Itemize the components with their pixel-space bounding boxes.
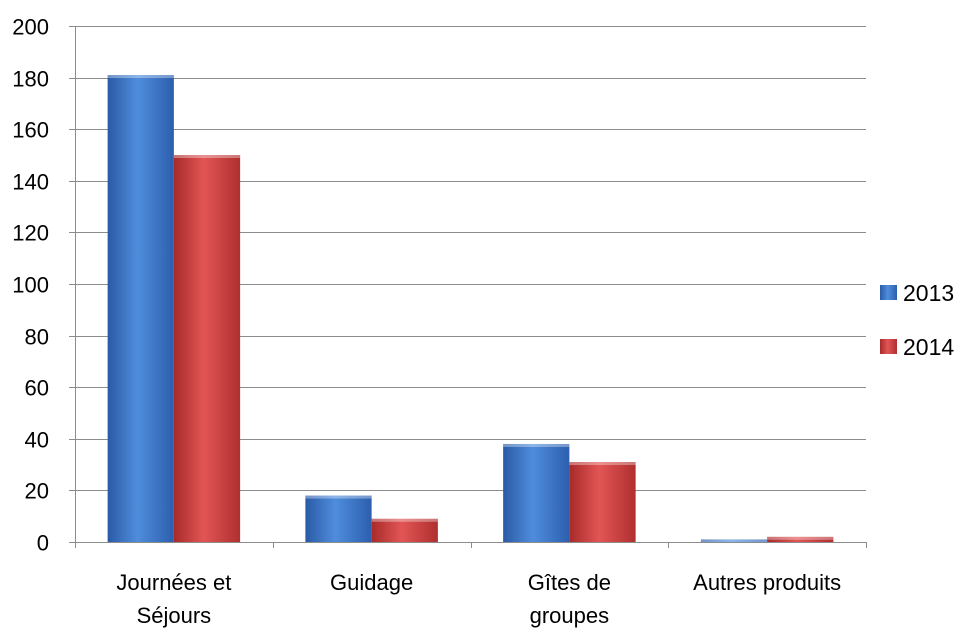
y-tick-label: 20 [25,479,49,504]
category-label-line: Séjours [137,603,212,628]
category-label-line: Journées et [116,570,231,595]
bar-body [371,518,438,542]
bar-body [107,75,174,543]
bar-2014-1 [371,518,438,542]
bar-2014-0 [173,155,241,542]
bar-bevel [700,539,768,542]
category-label-line: Guidage [330,570,413,595]
category-label-line: groupes [530,603,610,628]
bar-body [173,155,241,542]
y-tick-label: 200 [12,15,49,40]
bar-2013-3 [700,539,768,542]
category-labels: Journées et Séjours Guidage Gîtes de groupes… [116,570,841,628]
y-tick-label: 160 [12,118,49,143]
category-label: Autres produits [693,570,841,595]
bar-bevel [503,443,570,447]
bar-body [305,495,372,542]
category-label: Guidage [330,570,413,595]
y-tick-label: 60 [25,376,49,401]
bar-body [767,536,834,542]
bar-bevel [107,75,174,79]
y-tick-label: 100 [12,273,49,298]
bars [107,75,834,543]
y-tick-labels: 0 20 40 60 80 100 120 140 160 180 200 [12,15,49,556]
legend-swatch [880,339,897,354]
bar-2013-2 [503,443,570,542]
bar-body [700,539,768,542]
bar-2013-1 [305,495,372,542]
category-label-line: Gîtes de [528,570,611,595]
bar-bevel [173,155,241,158]
y-tick-label: 180 [12,67,49,92]
legend-item-2014: 2014 [880,334,954,360]
bar-2014-3 [767,536,834,542]
legend-item-2013: 2013 [880,280,954,306]
legend-label: 2014 [903,334,954,360]
category-label: Gîtes de groupes [528,570,611,628]
bar-bevel [305,495,372,499]
legend-label: 2013 [903,280,954,306]
category-label-line: Autres produits [693,570,841,595]
bar-2014-2 [569,462,636,542]
y-tick-label: 120 [12,221,49,246]
y-tick-label: 80 [25,325,49,350]
y-tick-label: 40 [25,428,49,453]
axes [69,26,867,548]
bar-2013-0 [107,75,174,543]
bar-bevel [371,518,438,522]
bar-bevel [569,462,636,466]
y-tick-label: 0 [37,531,49,556]
legend: 2013 2014 [880,280,954,360]
bar-body [569,462,636,542]
category-label: Journées et Séjours [116,570,231,628]
y-tick-label: 140 [12,170,49,195]
bar-bevel [767,536,834,540]
legend-swatch [880,285,897,300]
bar-body [503,443,570,542]
